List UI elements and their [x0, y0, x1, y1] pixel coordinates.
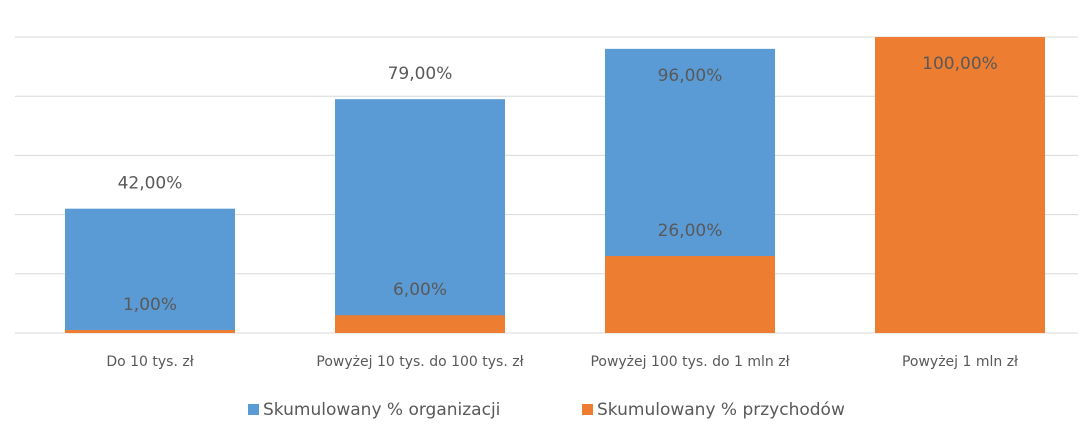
- legend-label: Skumulowany % organizacji: [263, 400, 500, 420]
- legend-label: Skumulowany % przychodów: [597, 400, 845, 420]
- bar: [605, 256, 775, 333]
- data-label: 1,00%: [123, 295, 177, 315]
- x-tick-label: Powyżej 100 tys. do 1 mln zł: [590, 354, 789, 370]
- x-tick-label: Do 10 tys. zł: [106, 354, 193, 370]
- x-tick-label: Powyżej 1 mln zł: [902, 354, 1018, 370]
- legend-swatch: [248, 404, 259, 415]
- data-label: 26,00%: [658, 221, 723, 241]
- x-tick-label: Powyżej 10 tys. do 100 tys. zł: [316, 354, 523, 370]
- data-label: 100,00%: [922, 54, 998, 74]
- bar: [875, 37, 1045, 333]
- data-label: 96,00%: [658, 66, 723, 86]
- bar: [65, 330, 235, 333]
- bar: [65, 208, 235, 333]
- bar: [335, 315, 505, 333]
- data-label: 79,00%: [388, 64, 453, 84]
- data-label: 6,00%: [393, 280, 447, 300]
- data-label: 42,00%: [118, 174, 183, 194]
- legend-swatch: [582, 404, 593, 415]
- bar: [335, 99, 505, 333]
